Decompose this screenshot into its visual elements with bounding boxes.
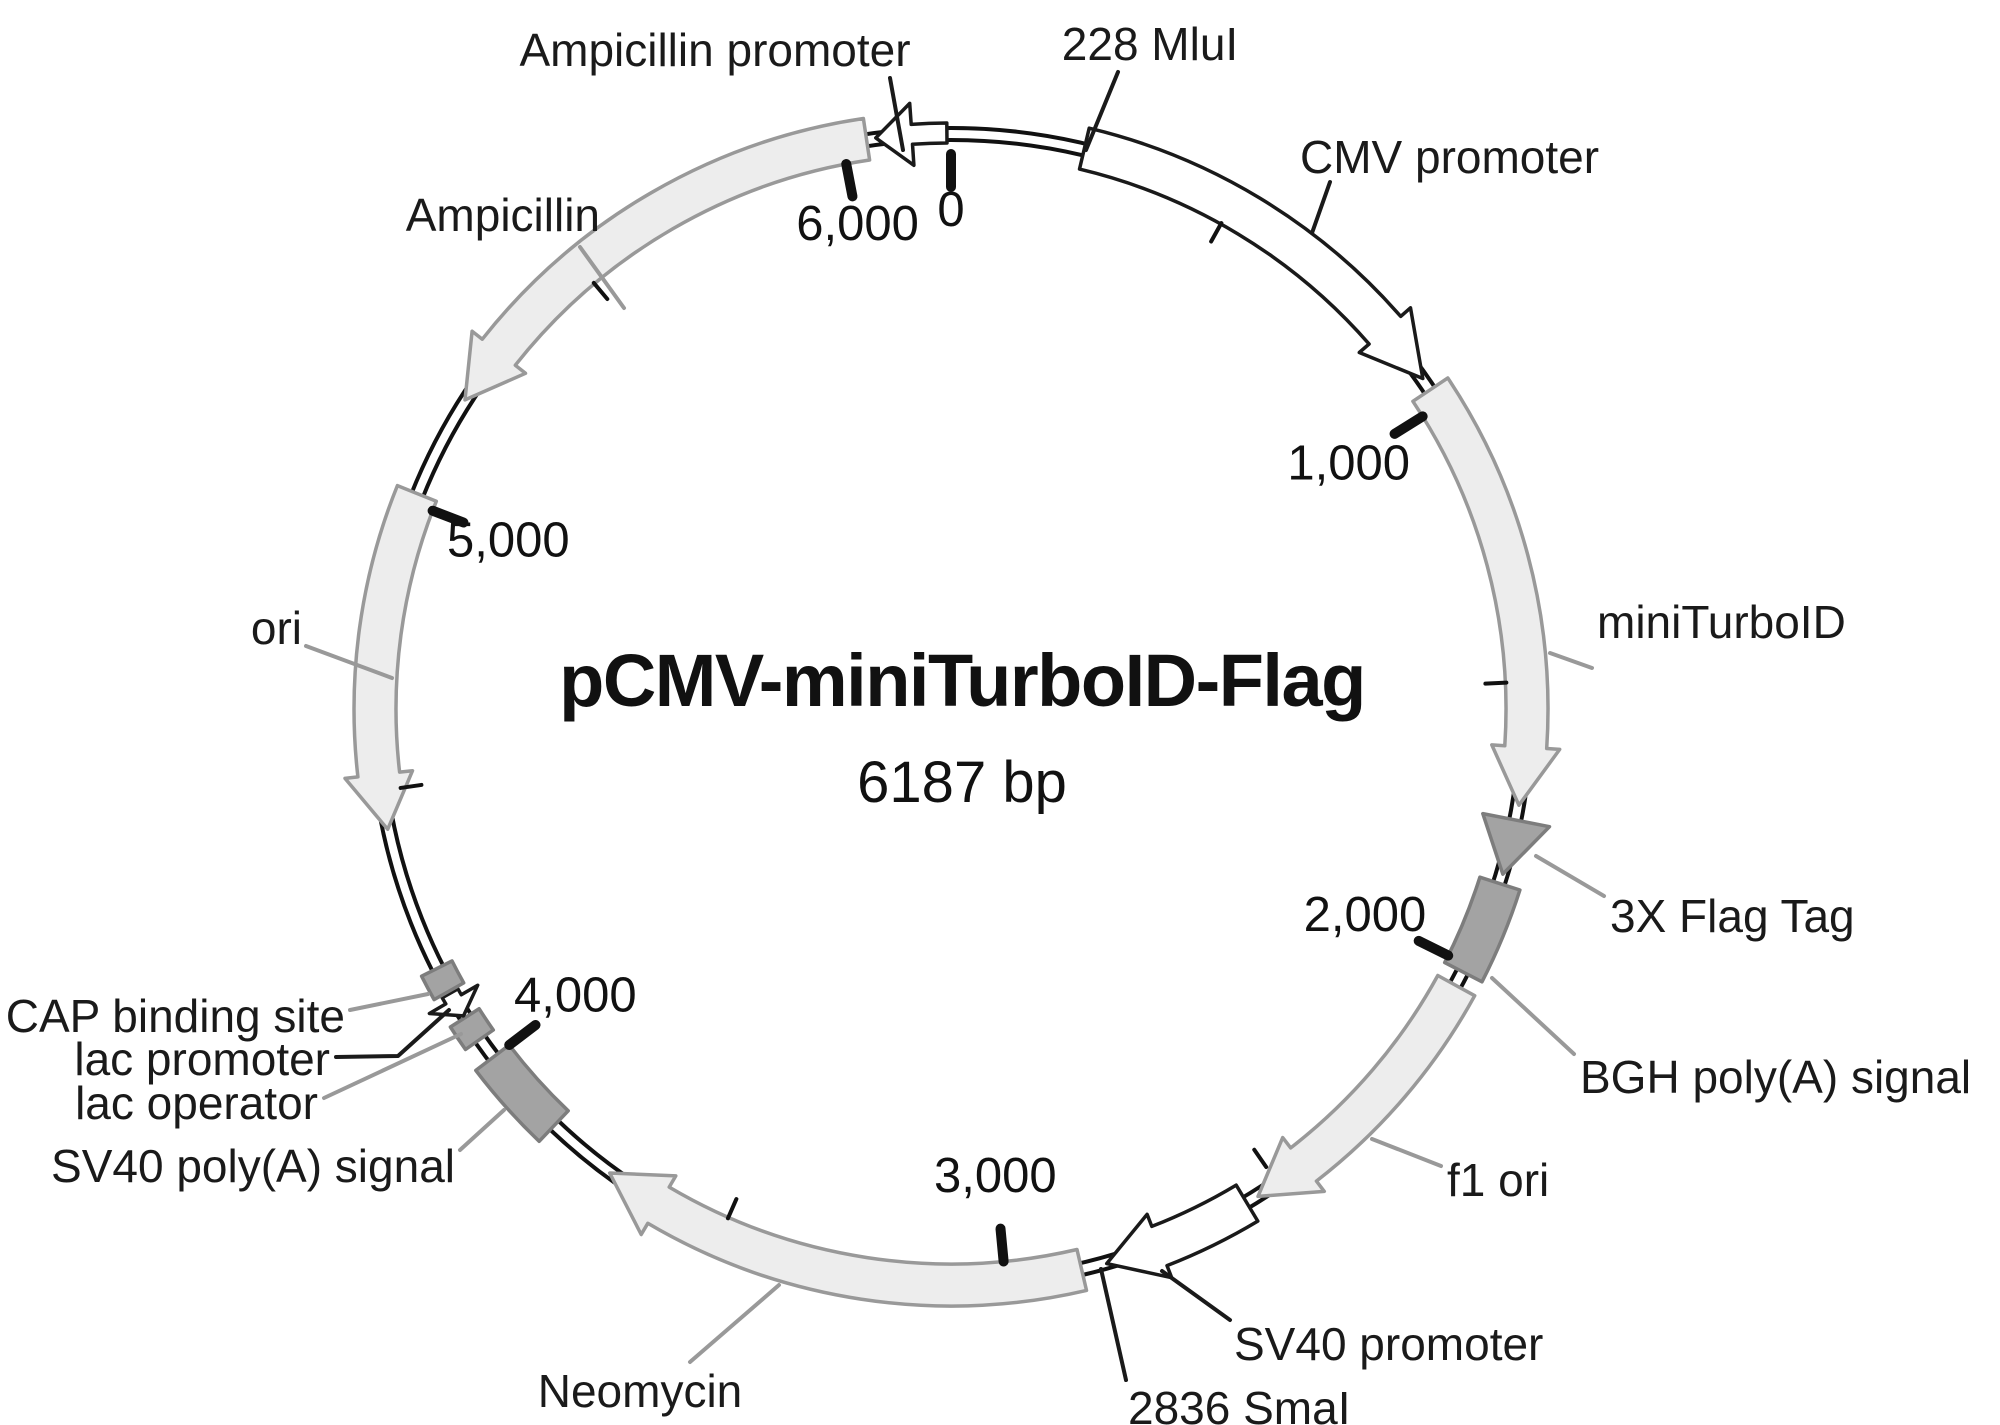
leader-sv40-polya [458,1108,506,1152]
feature-cmv-promoter [1077,126,1425,381]
leader-bgh-polya [1490,976,1576,1056]
label-bgh-polya: BGH poly(A) signal [1580,1051,1971,1103]
minor-tick-4500 [398,782,424,790]
label-lac-promoter: lac promoter [74,1033,330,1085]
label-neomycin: Neomycin [538,1365,743,1417]
tick-label-4000: 4,000 [514,969,637,1023]
minor-tick-5500 [591,280,610,302]
tick-label-3000: 3,000 [934,1149,1057,1203]
leader-sv40-promoter [1160,1269,1232,1322]
label-sv40-polya: SV40 poly(A) signal [51,1140,455,1192]
tick-label-6000: 6,000 [796,197,919,251]
tick-label-2000: 2,000 [1304,888,1427,942]
feature-miniturboid [1411,376,1562,807]
tick-5000 [427,505,469,528]
tick-2000 [1413,935,1454,961]
feature-ori [343,483,439,832]
leader-f1-ori [1370,1137,1443,1168]
label-miniturboid: miniTurboID [1597,596,1846,648]
tick-4000 [504,1019,541,1050]
leader-lac-operator [322,1032,463,1100]
label-3x-flag-tag: 3X Flag Tag [1610,890,1855,942]
feature-sv40-polya [474,1043,570,1144]
label-f1-ori: f1 ori [1447,1154,1549,1206]
tick-3000 [995,1223,1009,1267]
label-lac-operator: lac operator [75,1077,318,1129]
leader-cap-binding-site [348,992,430,1012]
feature-f1-ori [1256,973,1477,1199]
label-smai: 2836 SmaI [1128,1382,1350,1425]
leader-cmv-promoter [1310,180,1332,235]
leader-smai [1099,1267,1128,1382]
leader-3x-flag-tag [1534,854,1606,898]
label-ampicillin-promoter: Ampicillin promoter [519,24,910,76]
label-ampicillin: Ampicillin [406,189,600,241]
feature-3x-flag-tag [1481,811,1552,876]
leader-mlui [1084,70,1120,152]
feature-ampicillin-promoter [874,101,949,168]
leader-neomycin [688,1283,781,1364]
leader-miniturboid [1548,651,1594,670]
leader-ori [304,644,394,680]
leader-lac-promoter [334,1008,451,1059]
minor-tick-500 [1209,221,1224,244]
minor-tick-2500 [1252,1147,1269,1170]
tick-label-1000: 1,000 [1287,436,1410,490]
leader-ampicillin [578,245,626,310]
feature-ampicillin [463,116,872,402]
label-cap-binding-site: CAP binding site [6,990,345,1042]
tick-6000 [841,158,858,202]
feature-bgh-polya [1442,875,1522,984]
label-cmv-promoter: CMV promoter [1300,131,1599,183]
label-mlui: 228 MluI [1062,18,1238,70]
feature-lac-promoter [427,983,480,1018]
leader-ampicillin-promoter [888,76,905,152]
tick-label-5000: 5,000 [447,514,570,568]
plasmid-title: pCMV-miniTurboID-Flag [559,639,1365,722]
feature-neomycin [607,1171,1089,1308]
feature-sv40-promoter [1104,1183,1260,1280]
label-ori: ori [251,602,302,654]
minor-tick-3500 [725,1197,739,1221]
feature-cap-binding-site [419,959,466,1002]
tick-label-0: 0 [937,183,964,237]
minor-tick-1500 [1483,680,1509,686]
plasmid-size: 6187 bp [857,750,1067,815]
tick-1000 [1389,411,1428,439]
label-sv40-promoter: SV40 promoter [1234,1318,1543,1370]
feature-lac-operator [448,1006,496,1052]
